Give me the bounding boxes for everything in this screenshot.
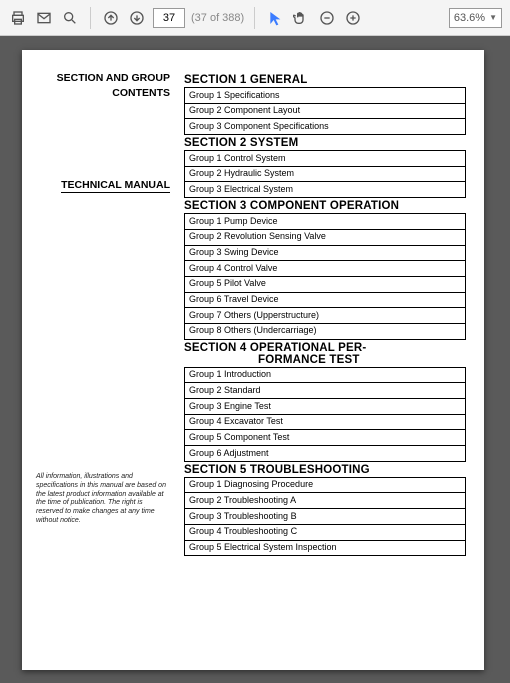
section-block: SECTION 3 COMPONENT OPERATIONGroup 1 Pum…: [184, 200, 466, 340]
group-row: Group 2 Troubleshooting A: [184, 492, 466, 509]
contents-heading-2: CONTENTS: [36, 87, 170, 100]
group-row: Group 6 Adjustment: [184, 445, 466, 462]
contents-heading-1: SECTION AND GROUP: [36, 72, 170, 85]
section-block: SECTION 1 GENERALGroup 1 SpecificationsG…: [184, 74, 466, 135]
group-row: Group 3 Component Specifications: [184, 118, 466, 135]
email-icon[interactable]: [34, 8, 54, 28]
disclaimer-text: All information, illustrations and speci…: [36, 473, 170, 526]
separator: [254, 7, 255, 29]
page-total-label: (37 of 388): [191, 12, 244, 24]
section-block: SECTION 4 OPERATIONAL PER-FORMANCE TESTG…: [184, 342, 466, 462]
group-row: Group 5 Component Test: [184, 429, 466, 446]
separator: [90, 7, 91, 29]
group-row: Group 2 Hydraulic System: [184, 166, 466, 183]
hand-pan-icon[interactable]: [291, 8, 311, 28]
chevron-down-icon: ▼: [489, 13, 497, 22]
page-down-icon[interactable]: [127, 8, 147, 28]
group-row: Group 1 Diagnosing Procedure: [184, 477, 466, 494]
zoom-dropdown[interactable]: 63.6% ▼: [449, 8, 502, 28]
group-row: Group 3 Troubleshooting B: [184, 508, 466, 525]
group-row: Group 3 Engine Test: [184, 398, 466, 415]
group-row: Group 2 Component Layout: [184, 103, 466, 120]
zoom-out-icon[interactable]: [317, 8, 337, 28]
section-block: SECTION 2 SYSTEMGroup 1 Control SystemGr…: [184, 137, 466, 198]
zoom-value: 63.6%: [454, 12, 485, 24]
section-block: SECTION 5 TROUBLESHOOTINGGroup 1 Diagnos…: [184, 464, 466, 556]
sections-column: SECTION 1 GENERALGroup 1 SpecificationsG…: [184, 72, 466, 558]
group-row: Group 4 Control Valve: [184, 260, 466, 277]
pdf-viewer: SECTION AND GROUP CONTENTS TECHNICAL MAN…: [0, 36, 510, 683]
technical-manual-label: TECHNICAL MANUAL: [61, 179, 170, 193]
group-row: Group 1 Pump Device: [184, 213, 466, 230]
group-row: Group 1 Introduction: [184, 367, 466, 384]
group-row: Group 4 Excavator Test: [184, 414, 466, 431]
group-row: Group 1 Control System: [184, 150, 466, 167]
zoom-in-icon[interactable]: [343, 8, 363, 28]
group-row: Group 6 Travel Device: [184, 292, 466, 309]
pdf-page: SECTION AND GROUP CONTENTS TECHNICAL MAN…: [22, 50, 484, 670]
search-icon[interactable]: [60, 8, 80, 28]
group-row: Group 7 Others (Upperstructure): [184, 307, 466, 324]
group-row: Group 2 Revolution Sensing Valve: [184, 229, 466, 246]
section-title: SECTION 1 GENERAL: [184, 74, 466, 86]
section-title: SECTION 2 SYSTEM: [184, 137, 466, 149]
section-title: SECTION 3 COMPONENT OPERATION: [184, 200, 466, 212]
print-icon[interactable]: [8, 8, 28, 28]
cursor-select-icon[interactable]: [265, 8, 285, 28]
section-title: SECTION 4 OPERATIONAL PER-FORMANCE TEST: [184, 342, 466, 366]
group-row: Group 1 Specifications: [184, 87, 466, 104]
group-row: Group 4 Troubleshooting C: [184, 524, 466, 541]
group-row: Group 3 Electrical System: [184, 181, 466, 198]
page-up-icon[interactable]: [101, 8, 121, 28]
group-row: Group 5 Pilot Valve: [184, 276, 466, 293]
section-title: SECTION 5 TROUBLESHOOTING: [184, 464, 466, 476]
group-row: Group 3 Swing Device: [184, 245, 466, 262]
left-column: SECTION AND GROUP CONTENTS TECHNICAL MAN…: [36, 72, 174, 558]
pdf-toolbar: (37 of 388) 63.6% ▼: [0, 0, 510, 36]
group-row: Group 8 Others (Undercarriage): [184, 323, 466, 340]
group-row: Group 5 Electrical System Inspection: [184, 540, 466, 557]
page-number-input[interactable]: [153, 8, 185, 28]
group-row: Group 2 Standard: [184, 382, 466, 399]
